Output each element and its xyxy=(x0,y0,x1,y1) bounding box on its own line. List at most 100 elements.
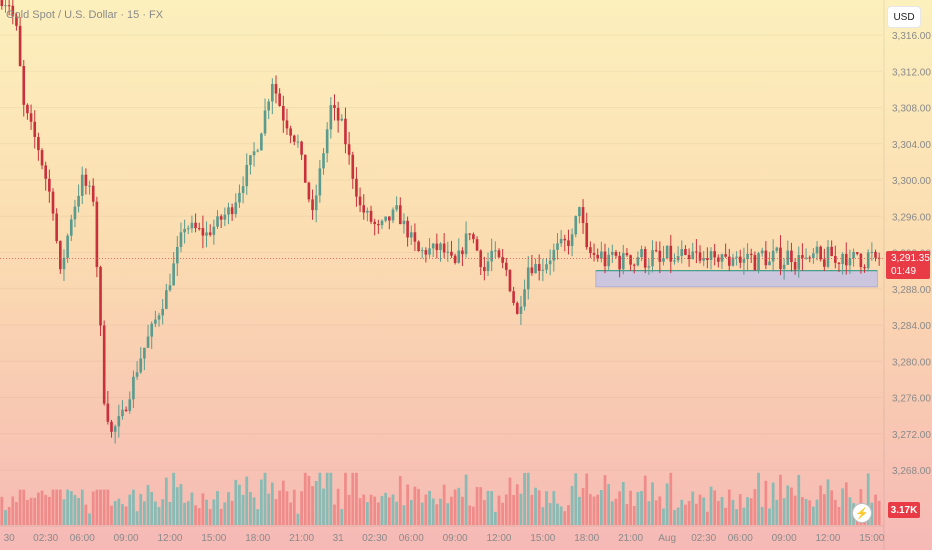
candle-body xyxy=(11,5,15,17)
volume-bar xyxy=(132,489,135,525)
candle-body xyxy=(757,253,760,271)
candle-body xyxy=(453,255,457,263)
candle-body xyxy=(665,245,669,259)
volume-bar xyxy=(519,493,523,525)
volume-bar xyxy=(406,484,409,525)
volume-bar xyxy=(194,505,197,525)
candle-body xyxy=(632,264,636,266)
candle-body xyxy=(336,107,340,121)
volume-bar xyxy=(88,513,91,525)
candle-body xyxy=(351,154,355,179)
volume-bar xyxy=(526,472,530,525)
candle-body xyxy=(691,251,695,260)
candle-body xyxy=(760,250,764,254)
candle-body xyxy=(607,254,610,267)
volume-bar xyxy=(307,475,311,525)
candle-body xyxy=(311,199,314,211)
candle-body xyxy=(241,186,245,193)
candle-body xyxy=(848,258,852,266)
candle-body xyxy=(69,219,73,236)
volume-bar xyxy=(36,492,40,525)
candle-body xyxy=(110,421,113,432)
volume-bar xyxy=(362,494,366,525)
candle-body xyxy=(175,246,179,264)
volume-bar xyxy=(420,502,424,525)
candle-body xyxy=(684,249,687,255)
volume-bar xyxy=(450,496,453,525)
candle-body xyxy=(731,257,735,266)
volume-bar xyxy=(95,489,99,525)
volume-bar xyxy=(285,491,289,525)
candle-body xyxy=(830,246,833,257)
candle-body xyxy=(852,252,855,259)
volume-bar xyxy=(698,494,702,525)
volume-bar xyxy=(866,473,870,525)
volume-bar xyxy=(431,498,435,525)
candle-body xyxy=(523,289,526,307)
candle-body xyxy=(208,232,212,235)
volume-bar xyxy=(490,491,494,525)
volume-bar xyxy=(749,498,753,525)
candle-body xyxy=(395,205,398,210)
candle-body xyxy=(197,228,201,230)
volume-bar xyxy=(702,497,706,525)
x-tick-label: 02:30 xyxy=(33,533,58,544)
candle-body xyxy=(567,240,570,247)
candle-body xyxy=(581,207,585,224)
volume-bar xyxy=(822,494,826,525)
volume-bar xyxy=(347,494,351,525)
candle-body xyxy=(128,399,132,411)
volume-bar xyxy=(117,498,121,525)
candle-body xyxy=(73,206,77,220)
candle-body xyxy=(519,306,523,314)
currency-selector[interactable]: USD xyxy=(887,6,921,28)
volume-bar xyxy=(768,508,771,525)
candle-body xyxy=(618,255,621,270)
candle-body xyxy=(289,128,292,136)
volume-bar xyxy=(439,498,442,525)
volume-bar xyxy=(801,497,804,525)
candle-body xyxy=(464,233,468,255)
volume-bar xyxy=(731,499,735,525)
volume-bar xyxy=(7,507,11,525)
y-tick-label: 3,268.00 xyxy=(892,466,931,477)
volume-bar xyxy=(365,502,369,525)
volume-bar xyxy=(640,490,643,525)
volume-bar xyxy=(216,491,219,525)
candle-body xyxy=(271,84,274,102)
candle-body xyxy=(230,207,234,215)
volume-bar xyxy=(545,491,548,525)
volume-bar xyxy=(428,490,431,525)
candle-body xyxy=(621,253,625,270)
volume-bar xyxy=(797,474,801,525)
candle-body xyxy=(483,267,486,272)
candle-body xyxy=(157,315,161,320)
volume-bar xyxy=(541,507,545,525)
volume-bar xyxy=(738,494,742,525)
volume-bar xyxy=(219,508,223,525)
volume-bar xyxy=(578,496,581,525)
volume-bar xyxy=(658,496,662,525)
volume-bar xyxy=(62,499,66,525)
candle-body xyxy=(610,251,614,255)
volume-bar xyxy=(300,491,303,525)
candle-body xyxy=(29,113,33,122)
volume-bar xyxy=(241,494,245,525)
volume-bar xyxy=(143,501,146,525)
volume-bar xyxy=(559,506,563,525)
x-tick-label: 06:00 xyxy=(399,533,424,544)
volume-bar xyxy=(793,495,797,525)
candle-body xyxy=(497,250,501,258)
volume-bar xyxy=(804,499,808,525)
candle-body xyxy=(267,101,271,111)
lightning-icon[interactable]: ⚡ xyxy=(852,503,872,523)
candle-body xyxy=(815,246,819,254)
volume-bar xyxy=(457,487,461,525)
volume-bar xyxy=(453,489,457,525)
candle-body xyxy=(475,239,479,251)
candle-body xyxy=(823,259,826,267)
volume-bar xyxy=(592,496,596,525)
candle-body xyxy=(249,155,252,165)
candle-body xyxy=(344,118,347,145)
